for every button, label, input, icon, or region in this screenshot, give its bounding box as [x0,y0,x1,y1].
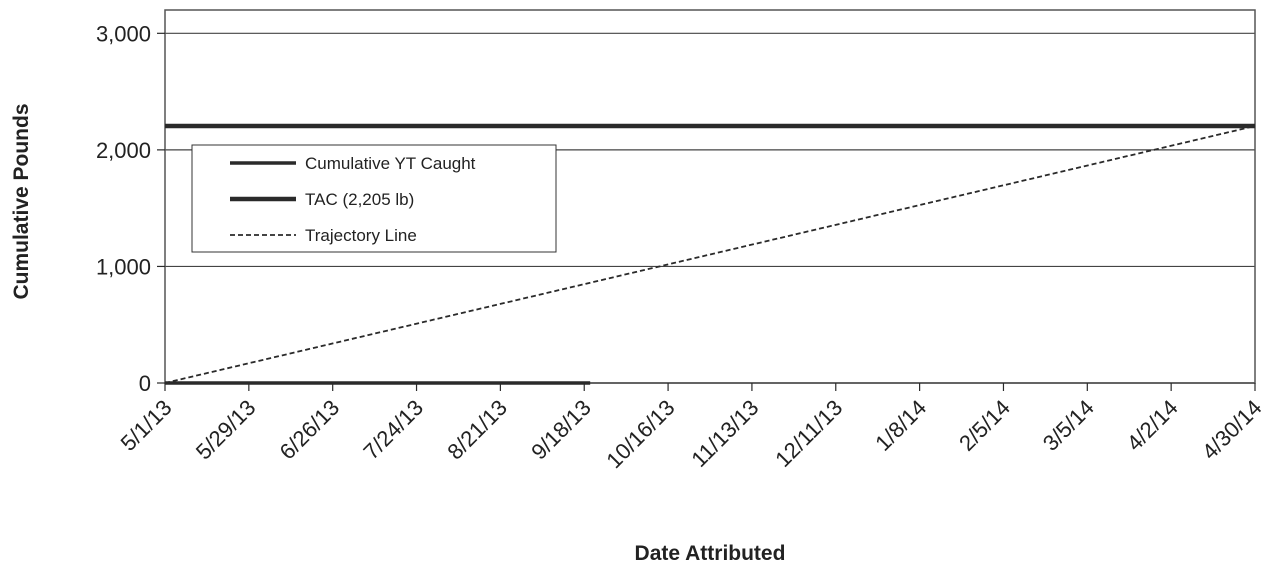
legend-label-tac: TAC (2,205 lb) [305,190,414,209]
x-axis-ticks: 5/1/13 5/29/13 6/26/13 7/24/13 8/21/13 9/18/1… [116,383,1267,473]
x-tick-label: 3/5/14 [1038,395,1099,456]
x-tick-label: 7/24/13 [358,395,428,465]
x-tick-label: 5/29/13 [191,395,261,465]
x-tick-label: 8/21/13 [442,395,512,465]
legend: Cumulative YT Caught TAC (2,205 lb) Traj… [191,144,557,253]
y-axis-title: Cumulative Pounds [10,103,33,299]
x-tick-label: 2/5/14 [954,395,1015,456]
x-axis-title: Date Attributed [635,542,786,565]
x-tick-label: 9/18/13 [526,395,596,465]
x-tick-label: 12/11/13 [770,395,847,472]
y-tick-label: 3,000 [96,21,151,46]
plot-frame [164,9,1256,384]
x-tick-label: 10/16/13 [601,395,679,473]
x-tick-label: 4/30/14 [1197,395,1267,465]
y-tick-label: 1,000 [96,254,151,279]
x-tick-label: 1/8/14 [870,395,931,456]
x-tick-label: 5/1/13 [116,395,177,456]
x-tick-label: 6/26/13 [275,395,345,465]
y-tick-label: 2,000 [96,138,151,163]
series-layer [164,123,1256,385]
legend-label-trajectory: Trajectory Line [305,226,417,245]
legend-label-cumulative: Cumulative YT Caught [305,154,476,173]
x-tick-label: 4/2/14 [1122,395,1183,456]
y-tick-label: 0 [139,371,151,396]
y-axis-ticks: 0 1,000 2,000 3,000 [96,21,165,396]
trajectory-line [164,125,1256,384]
x-tick-label: 11/13/13 [686,395,763,472]
